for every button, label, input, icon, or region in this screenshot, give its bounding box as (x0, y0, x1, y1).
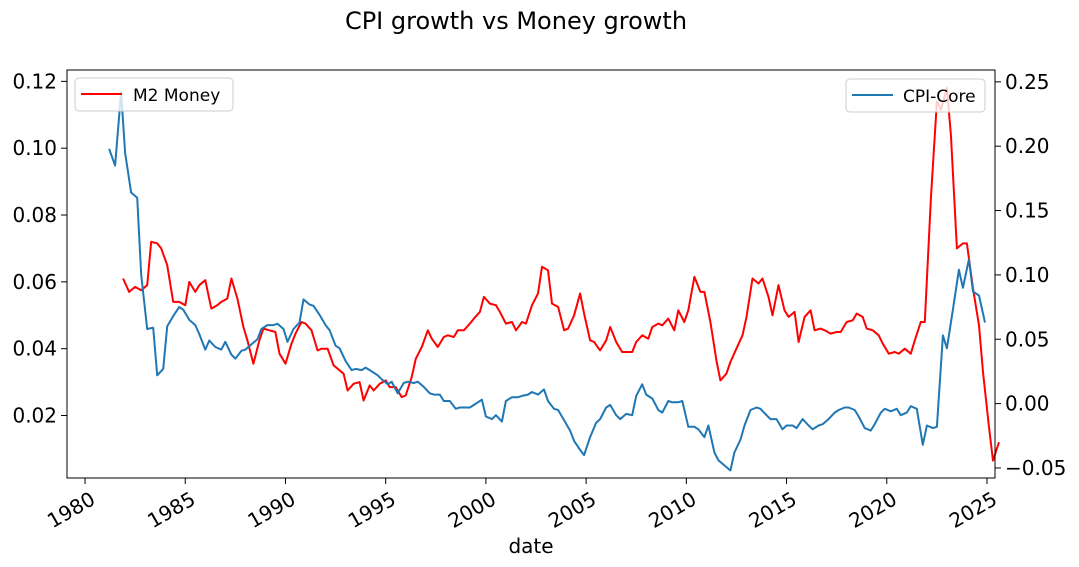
series-line-cpi-core (108, 91, 986, 472)
legend-cpi: CPI-Core (845, 78, 986, 113)
right-y-tick-label: 0.20 (1005, 134, 1050, 158)
legend-m2-label: M2 Money (133, 86, 220, 106)
left-y-tick-label: 0.06 (12, 270, 57, 294)
right-y-axis: −0.05 0.00 0.05 0.10 0.15 0.20 0.25 (995, 70, 1066, 480)
legend-m2-frame (74, 77, 234, 112)
legend-cpi-label: CPI-Core (903, 87, 976, 107)
left-y-tick-label: 0.10 (12, 136, 57, 160)
right-y-tick-label: 0.00 (1005, 392, 1050, 416)
right-y-tick-label: −0.05 (1005, 456, 1066, 480)
x-axis-label: date (508, 534, 553, 558)
chart-title: CPI growth vs Money growth (345, 7, 687, 35)
right-y-tick-label: 0.15 (1005, 199, 1050, 223)
left-y-tick-label: 0.02 (12, 404, 57, 428)
right-y-tick-label: 0.25 (1005, 70, 1050, 94)
right-y-tick-label: 0.10 (1005, 263, 1050, 287)
left-y-tick-label: 0.04 (12, 337, 57, 361)
legend-m2: M2 Money (74, 77, 234, 112)
plot-frame (66, 69, 996, 479)
left-y-tick-label: 0.12 (12, 69, 57, 93)
series-line-m2-money (122, 87, 1000, 462)
right-y-tick-label: 0.05 (1005, 327, 1050, 351)
left-y-axis: 0.02 0.04 0.06 0.08 0.10 0.12 (12, 69, 67, 428)
left-y-tick-label: 0.08 (12, 203, 57, 227)
series-layer (108, 87, 1000, 472)
legend-cpi-frame (845, 78, 986, 113)
